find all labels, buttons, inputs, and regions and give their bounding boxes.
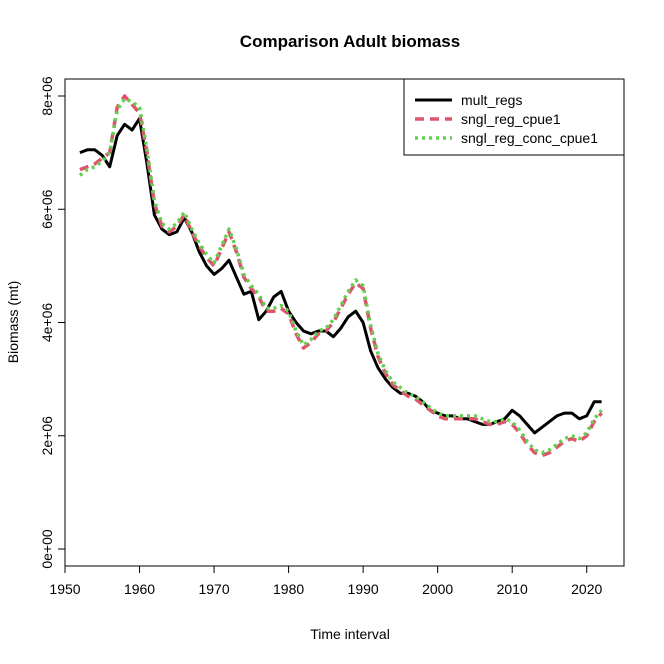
x-tick-label: 1990	[348, 581, 379, 597]
plot-area	[78, 94, 603, 458]
x-tick-label: 1950	[49, 581, 80, 597]
y-tick-label: 8e+06	[39, 76, 55, 116]
y-axis-label: Biomass (mt)	[5, 281, 21, 363]
x-tick-label: 2000	[422, 581, 453, 597]
chart-title: Comparison Adult biomass	[240, 32, 460, 51]
legend-box	[403, 78, 625, 156]
x-tick-label: 2010	[497, 581, 528, 597]
legend: mult_regs sngl_reg_cpue1 sngl_reg_conc_cpu…	[403, 78, 625, 156]
legend-label: mult_regs	[461, 92, 522, 108]
series-line-mult-regs	[79, 117, 602, 435]
x-tick-label: 2020	[571, 581, 602, 597]
x-axis-label: Time interval	[310, 626, 390, 642]
series-line-sngl-reg-cpue1	[79, 94, 603, 458]
x-tick-label: 1960	[124, 581, 155, 597]
y-tick-label: 4e+06	[39, 303, 55, 343]
legend-label: sngl_reg_cpue1	[461, 111, 561, 127]
y-tick-label: 2e+06	[39, 416, 55, 456]
x-axis: 1950 1960 1970 1980 1990 2000 2010 2020	[49, 565, 603, 597]
y-tick-label: 0e+00	[39, 529, 55, 569]
legend-label: sngl_reg_conc_cpue1	[461, 130, 598, 146]
x-tick-label: 1980	[273, 581, 304, 597]
y-axis: 0e+00 2e+06 4e+06 6e+06 8e+06	[39, 76, 66, 569]
y-tick-label: 6e+06	[39, 189, 55, 229]
x-tick-label: 1970	[198, 581, 229, 597]
series-line-sngl-reg-conc-cpue1	[78, 97, 603, 455]
